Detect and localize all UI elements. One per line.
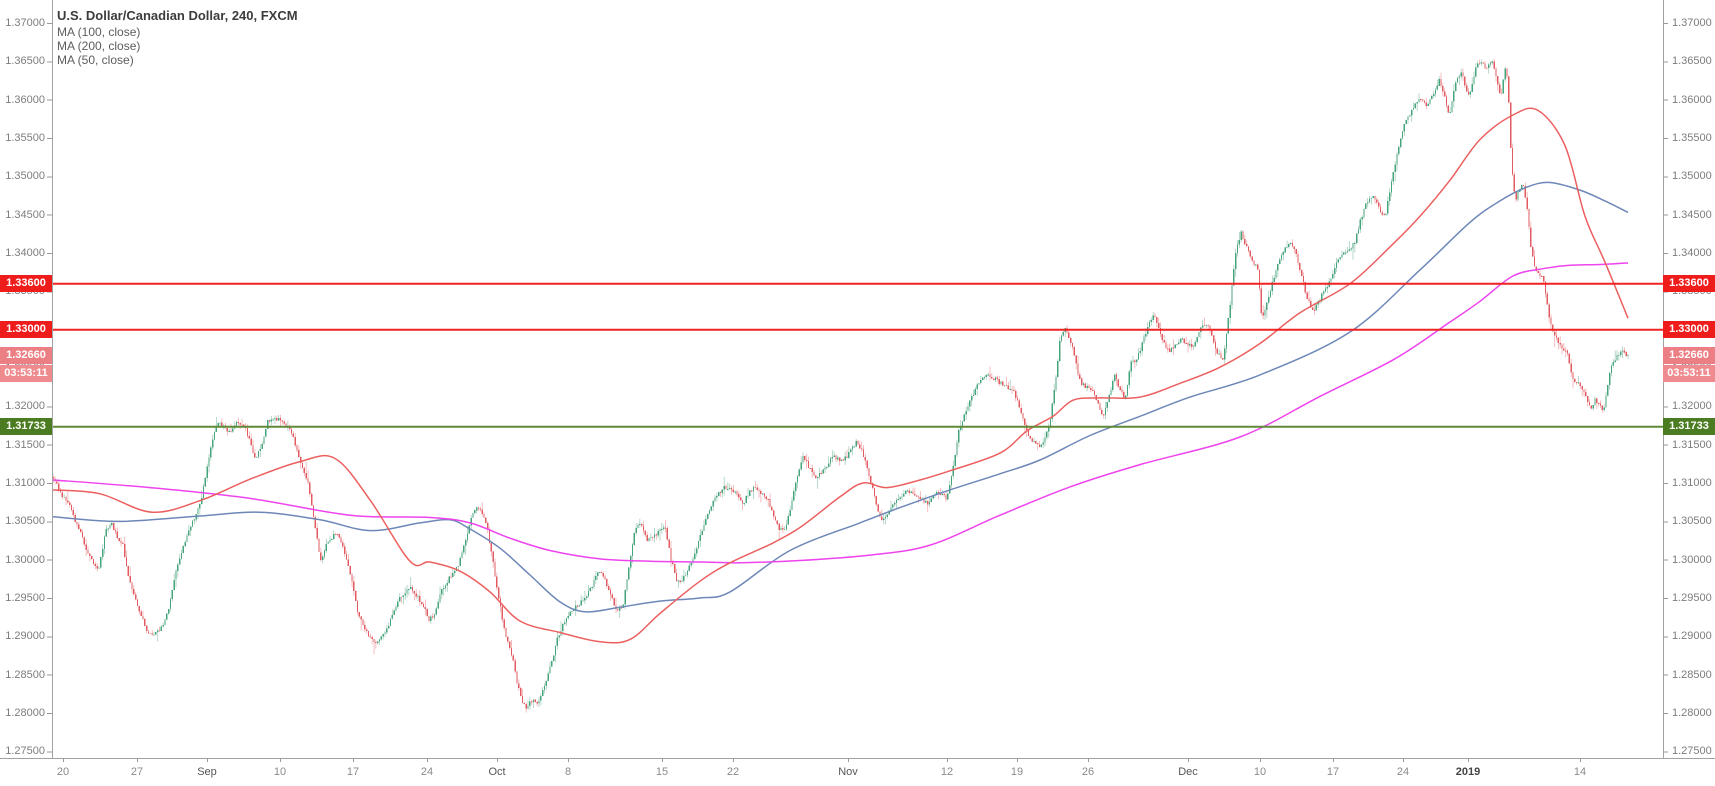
time-label: 20 bbox=[56, 766, 70, 778]
price-label: 1.35500 bbox=[5, 132, 45, 144]
ma-200-line[interactable] bbox=[52, 262, 1629, 564]
axis-ticks bbox=[47, 23, 1668, 762]
time-label: 12 bbox=[940, 766, 954, 778]
price-label: 1.28000 bbox=[5, 707, 45, 720]
countdown-tag: 03:53:11 bbox=[1663, 365, 1715, 383]
price-level-tag-1.33000: 1.33000 bbox=[0, 321, 52, 339]
time-axis[interactable]: 20 27 Sep 10 17 24 Oct 8 15 22 Nov 12 19 26 Dec 10 17 24 2… bbox=[0, 759, 1715, 786]
ma-100-line[interactable] bbox=[52, 181, 1629, 613]
price-label: 1.29500 bbox=[5, 592, 45, 605]
price-label: 1.28500 bbox=[5, 668, 45, 681]
symbol-title[interactable]: U.S. Dollar/Canadian Dollar, 240, FXCM bbox=[57, 8, 298, 23]
price-label: 1.37000 bbox=[5, 17, 45, 29]
chart-legend: U.S. Dollar/Canadian Dollar, 240, FXCM M… bbox=[57, 8, 298, 67]
time-label: 19 bbox=[1010, 766, 1024, 778]
time-label: 15 bbox=[655, 766, 669, 778]
price-level-tag-1.33600: 1.33600 bbox=[1663, 275, 1715, 293]
time-label: 10 bbox=[273, 766, 287, 778]
legend-ma-100[interactable]: MA (100, close) bbox=[57, 25, 141, 39]
price-label: 1.36500 bbox=[1672, 55, 1712, 68]
time-label: Dec bbox=[1178, 766, 1198, 778]
price-label: 1.31000 bbox=[5, 477, 45, 490]
time-label: 27 bbox=[130, 766, 144, 778]
time-label: 10 bbox=[1253, 766, 1267, 778]
time-label: 8 bbox=[564, 766, 572, 778]
time-label: 2019 bbox=[1455, 766, 1481, 778]
price-label: 1.32000 bbox=[1672, 400, 1712, 413]
candle-wicks-layer bbox=[52, 58, 1629, 713]
price-label: 1.30000 bbox=[1672, 553, 1712, 566]
price-label: 1.29000 bbox=[5, 630, 45, 643]
time-label: 24 bbox=[420, 766, 434, 778]
price-label: 1.31500 bbox=[1672, 438, 1712, 451]
candles-layer bbox=[52, 61, 1629, 709]
price-label: 1.30000 bbox=[5, 553, 45, 566]
price-label: 1.37000 bbox=[1672, 17, 1712, 29]
price-label: 1.31000 bbox=[1672, 477, 1712, 490]
time-label: Oct bbox=[488, 766, 506, 778]
time-label: Nov bbox=[838, 766, 858, 778]
price-label: 1.34500 bbox=[1672, 208, 1712, 221]
price-label: 1.34500 bbox=[5, 208, 45, 221]
time-label: 26 bbox=[1081, 766, 1095, 778]
price-label: 1.29000 bbox=[1672, 630, 1712, 643]
price-label: 1.29500 bbox=[1672, 592, 1712, 605]
price-level-tag-1.33000: 1.33000 bbox=[1663, 321, 1715, 339]
price-label: 1.28000 bbox=[1672, 707, 1712, 720]
price-label: 1.27500 bbox=[5, 745, 45, 758]
price-label: 1.36500 bbox=[5, 55, 45, 68]
time-label: Sep bbox=[197, 766, 217, 778]
left-price-axis[interactable]: 1.37000 1.36500 1.36000 1.35500 1.35000 1.345… bbox=[0, 0, 52, 758]
price-label: 1.28500 bbox=[1672, 668, 1712, 681]
price-label: 1.35500 bbox=[1672, 132, 1712, 144]
price-label: 1.31500 bbox=[5, 438, 45, 451]
last-price-tag: 1.32660 bbox=[1663, 347, 1715, 365]
price-label: 1.27500 bbox=[1672, 745, 1712, 758]
price-label: 1.30500 bbox=[5, 515, 45, 528]
axis-borders bbox=[0, 0, 1715, 759]
price-label: 1.35000 bbox=[5, 170, 45, 183]
last-price-tag: 1.32660 bbox=[0, 347, 52, 365]
price-level-tag-1.33600: 1.33600 bbox=[0, 275, 52, 293]
time-label: 14 bbox=[1573, 766, 1587, 778]
price-label: 1.36000 bbox=[5, 93, 45, 106]
price-label: 1.35000 bbox=[1672, 170, 1712, 183]
time-label: 24 bbox=[1396, 766, 1410, 778]
legend-ma-50[interactable]: MA (50, close) bbox=[57, 53, 134, 67]
price-level-tag-1.31733: 1.31733 bbox=[0, 418, 52, 436]
price-level-tag-1.31733: 1.31733 bbox=[1663, 418, 1715, 436]
time-label: 22 bbox=[726, 766, 740, 778]
legend-ma-200[interactable]: MA (200, close) bbox=[57, 39, 141, 53]
countdown-tag: 03:53:11 bbox=[0, 365, 52, 383]
price-label: 1.30500 bbox=[1672, 515, 1712, 528]
price-label: 1.34000 bbox=[5, 247, 45, 259]
ma-50-line[interactable] bbox=[52, 107, 1629, 644]
price-label: 1.36000 bbox=[1672, 93, 1712, 106]
price-label: 1.32000 bbox=[5, 400, 45, 413]
price-label: 1.34000 bbox=[1672, 247, 1712, 259]
time-label: 17 bbox=[346, 766, 360, 778]
time-label: 17 bbox=[1326, 766, 1340, 778]
